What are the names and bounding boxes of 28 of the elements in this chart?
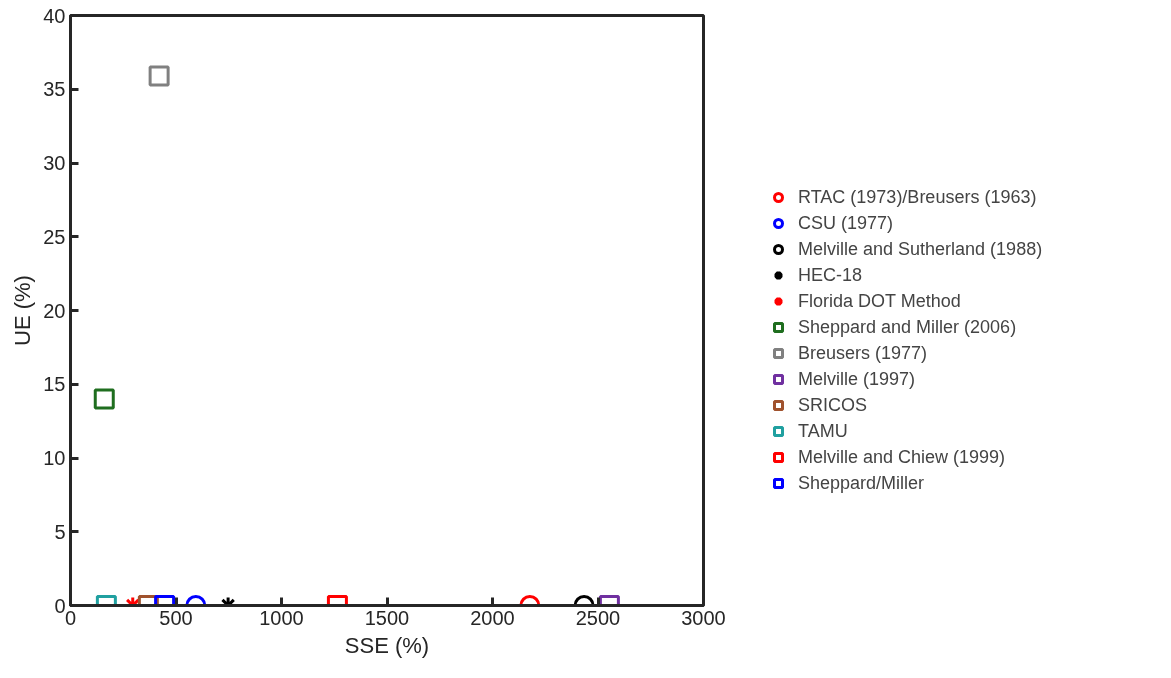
legend-label: Florida DOT Method	[798, 289, 961, 313]
legend-label: Breusers (1977)	[798, 341, 928, 365]
y-tick-label: 20	[43, 299, 66, 322]
legend-label: Sheppard/Miller	[798, 471, 925, 495]
y-tick-label: 5	[54, 520, 66, 543]
x-tick-label: 500	[159, 606, 193, 629]
legend-label: RTAC (1973)/Breusers (1963)	[798, 185, 1037, 209]
x-tick-label: 1500	[364, 606, 410, 629]
legend-label: Sheppard and Miller (2006)	[798, 315, 1017, 339]
y-tick-label: 25	[43, 225, 66, 248]
y-tick-label: 30	[43, 152, 66, 174]
legend-label: TAMU	[798, 419, 848, 443]
legend-label: Melville and Chiew (1999)	[798, 445, 1006, 469]
y-axis-title: UE (%)	[10, 275, 36, 346]
x-axis-title: SSE (%)	[344, 632, 430, 658]
y-tick-label: 35	[43, 78, 66, 101]
y-tick-label: 15	[43, 373, 66, 396]
x-tick-label: 2500	[575, 606, 621, 629]
legend-label: Melville (1997)	[798, 367, 916, 391]
y-tick-label: 10	[43, 447, 66, 469]
x-tick-label: 3000	[681, 606, 726, 629]
legend-label: Melville and Sutherland (1988)	[798, 237, 1043, 261]
legend-label: HEC-18	[798, 263, 863, 287]
legend-label: CSU (1977)	[798, 211, 894, 235]
x-tick-label: 1000	[259, 606, 304, 629]
y-tick-label: 40	[43, 4, 66, 27]
legend-label: SRICOS	[798, 393, 868, 417]
x-tick-label: 2000	[470, 606, 515, 629]
